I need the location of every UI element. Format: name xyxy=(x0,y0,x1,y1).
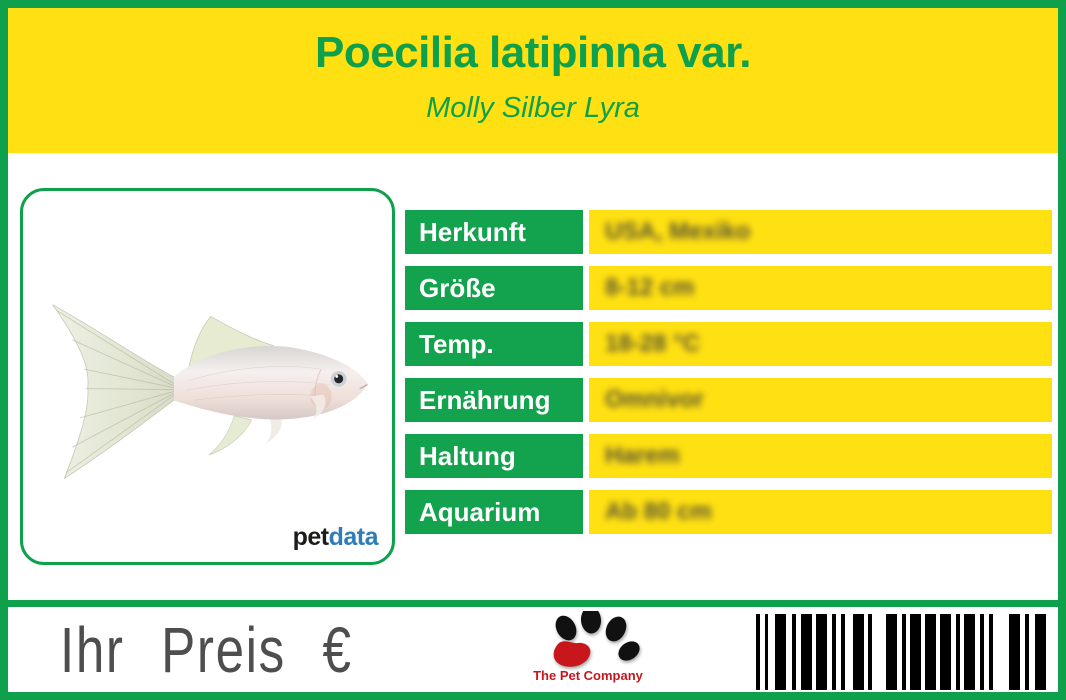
table-row-ernaehrung: Ernährung Omnivor xyxy=(405,378,1052,422)
row-value-blurred: USA, Mexiko xyxy=(589,210,1052,254)
table-row-temp: Temp. 18-28 °C xyxy=(405,322,1052,366)
row-value-blurred: Omnivor xyxy=(589,378,1052,422)
petdata-logo-data: data xyxy=(328,523,379,551)
petdata-logo: petdata xyxy=(292,523,379,552)
row-value-blurred: Harem xyxy=(589,434,1052,478)
row-value-blurred: Ab 80 cm xyxy=(589,490,1052,534)
company-name: The Pet Company xyxy=(533,668,643,683)
row-label: Temp. xyxy=(405,322,583,366)
paw-icon xyxy=(553,611,640,667)
main-section: petdata Herkunft USA, Mexiko Größe 8-12 … xyxy=(8,153,1058,600)
table-row-herkunft: Herkunft USA, Mexiko xyxy=(405,210,1052,254)
species-title: Poecilia latipinna var. xyxy=(314,28,752,77)
divider-bar xyxy=(8,600,1058,607)
row-label: Ernährung xyxy=(405,378,583,422)
row-value-blurred: 18-28 °C xyxy=(589,322,1052,366)
common-name-subtitle: Molly Silber Lyra xyxy=(426,92,640,124)
row-value-blurred: 8-12 cm xyxy=(589,266,1052,310)
petdata-logo-pet: pet xyxy=(292,523,330,551)
table-row-aquarium: Aquarium Ab 80 cm xyxy=(405,490,1052,534)
header-section: Poecilia latipinna var. Molly Silber Lyr… xyxy=(8,8,1058,153)
row-label: Herkunft xyxy=(405,210,583,254)
price-label: Ihr Preis € xyxy=(60,613,353,686)
footer-section: Ihr Preis € The Pet Company xyxy=(8,607,1058,692)
row-label: Größe xyxy=(405,266,583,310)
fish-photo xyxy=(52,304,368,480)
table-row-groesse: Größe 8-12 cm xyxy=(405,266,1052,310)
table-row-haltung: Haltung Harem xyxy=(405,434,1052,478)
barcode xyxy=(756,614,1048,690)
row-label: Aquarium xyxy=(405,490,583,534)
fish-photo-card: petdata xyxy=(20,188,395,565)
row-label: Haltung xyxy=(405,434,583,478)
pet-company-logo: The Pet Company xyxy=(528,611,648,683)
